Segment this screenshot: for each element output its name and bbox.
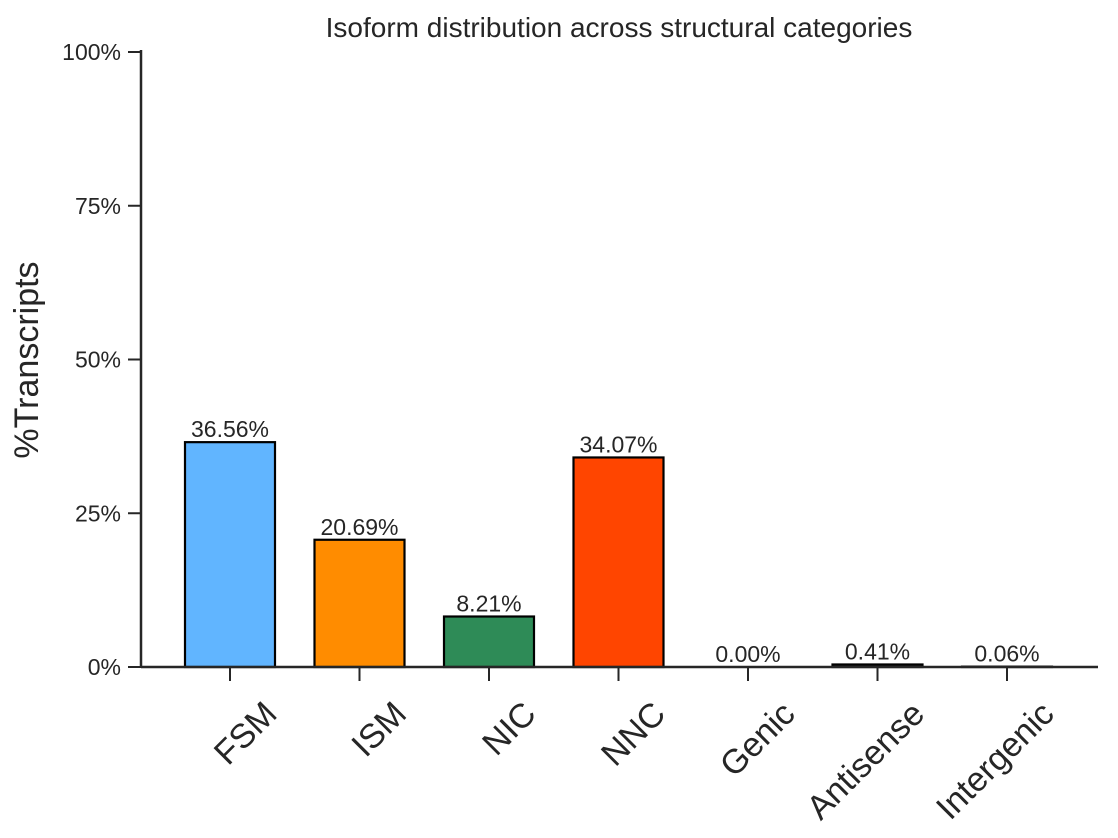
data-label-genic: 0.00%	[715, 641, 780, 667]
y-tick-label: 50%	[75, 347, 121, 373]
data-label-nnc: 34.07%	[579, 431, 657, 457]
x-tick-label-fsm: FSM	[207, 695, 285, 773]
chart-title: Isoform distribution across structural c…	[326, 12, 913, 43]
x-tick-label-antisense: Antisense	[800, 695, 932, 827]
y-tick-label: 0%	[88, 654, 121, 680]
bar-fsm	[183, 441, 277, 669]
y-tick-label: 100%	[62, 39, 121, 65]
data-label-fsm: 36.56%	[191, 416, 269, 442]
bar-nnc	[572, 456, 665, 669]
x-tick-label-intergenic: Intergenic	[929, 695, 1061, 827]
data-label-nic: 8.21%	[456, 591, 521, 617]
y-axis-label: %Transcripts	[8, 261, 46, 458]
data-label-ism: 20.69%	[320, 514, 398, 540]
bar-nic	[442, 615, 536, 669]
data-label-antisense: 0.41%	[845, 638, 910, 664]
x-tick-label-ism: ISM	[344, 695, 414, 765]
y-axis-ticks: 0% 25% 50% 75% 100%	[62, 39, 141, 680]
x-tick-label-nnc: NNC	[594, 695, 673, 774]
y-tick-label: 25%	[75, 500, 121, 526]
x-tick-label-genic: Genic	[713, 695, 803, 785]
data-label-intergenic: 0.06%	[974, 641, 1039, 667]
bars: 36.56% 20.69% 8.21% 34.07% 0.00% 0.41% 0.06%	[183, 416, 1054, 669]
y-tick-label: 75%	[75, 193, 121, 219]
x-tick-label-nic: NIC	[475, 695, 543, 763]
bar-ism	[313, 538, 406, 669]
